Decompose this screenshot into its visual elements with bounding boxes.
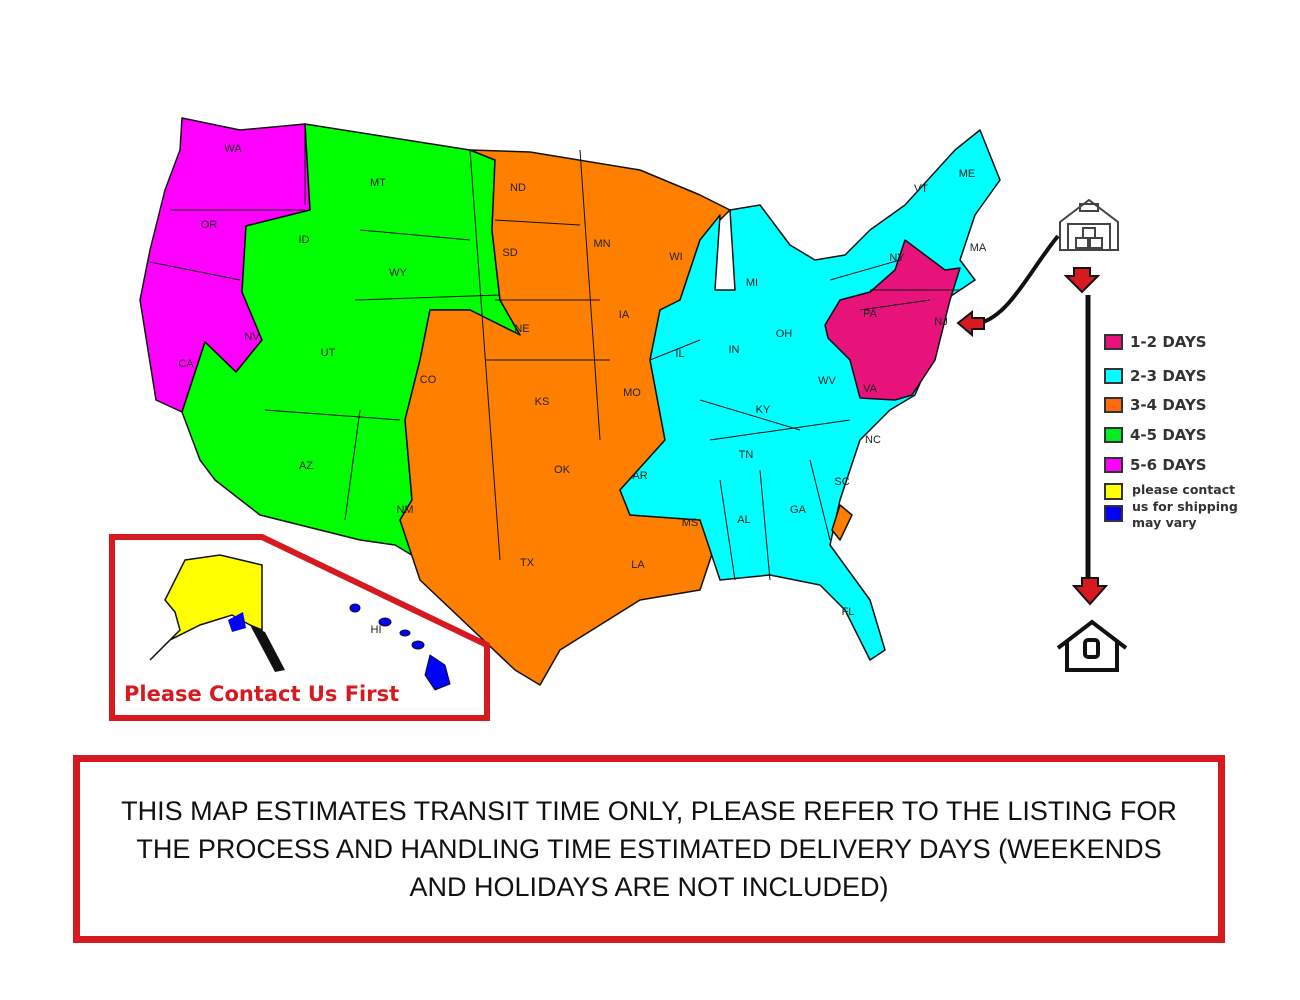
legend-item: 2-3 DAYS: [1104, 361, 1294, 391]
state-label-mt: MT: [370, 177, 386, 189]
state-label-ky: KY: [756, 404, 771, 416]
legend-swatch-yellow: [1104, 483, 1123, 500]
arrow-left-icon: [956, 309, 985, 338]
state-label-ut: UT: [321, 347, 336, 359]
inset-frame: [109, 534, 490, 721]
state-label-ms: MS: [682, 517, 699, 529]
state-label-ar: AR: [632, 470, 647, 482]
legend-label: 3-4 DAYS: [1130, 396, 1207, 414]
legend-contact-swatches: [1104, 483, 1124, 522]
legend-note-line: may vary: [1132, 515, 1197, 530]
state-label-mi: MI: [746, 277, 758, 289]
state-label-ny: NY: [889, 252, 905, 264]
state-label-tx: TX: [520, 557, 535, 569]
arrow-down-icon: [1071, 577, 1109, 606]
state-label-nj: NJ: [934, 316, 947, 328]
legend-swatch: [1104, 368, 1123, 384]
zone-3-4-days-sc-coast: [831, 504, 853, 541]
alaska-panhandle: [250, 625, 285, 672]
state-label-ga: GA: [790, 504, 807, 516]
legend-item: 1-2 DAYS: [1104, 327, 1294, 357]
state-label-nv: NV: [244, 331, 260, 343]
state-label-mn: MN: [593, 238, 610, 250]
legend-swatch: [1104, 334, 1123, 350]
legend-label: 2-3 DAYS: [1130, 367, 1207, 385]
state-label-nm: NM: [396, 504, 413, 516]
state-label-nc: NC: [865, 434, 881, 446]
legend-item: 5-6 DAYS: [1104, 450, 1294, 480]
state-label-pa: PA: [863, 308, 878, 320]
route-curve: [979, 234, 1060, 325]
state-borders: [149, 124, 960, 581]
state-label-co: CO: [420, 374, 437, 386]
legend-swatch: [1104, 427, 1123, 443]
legend-item: 3-4 DAYS: [1104, 390, 1294, 420]
state-label-il: IL: [675, 348, 684, 360]
legend-label: 5-6 DAYS: [1130, 456, 1207, 474]
state-label-sc: SC: [834, 476, 849, 488]
state-label-or: OR: [201, 219, 218, 231]
state-label-wv: WV: [818, 375, 836, 387]
house-icon: [1056, 619, 1128, 672]
legend-swatch: [1104, 397, 1123, 413]
arrow-down-icon: [1063, 267, 1101, 294]
state-label-mo: MO: [623, 387, 641, 399]
state-label-sd: SD: [502, 247, 517, 259]
state-label-wi: WI: [669, 251, 682, 263]
state-label-wa: WA: [224, 143, 242, 155]
alaska-blue-region: [228, 612, 246, 632]
state-label-ok: OK: [554, 464, 571, 476]
state-label-az: AZ: [299, 460, 313, 472]
state-label-in: IN: [729, 344, 740, 356]
legend-label: 4-5 DAYS: [1130, 426, 1207, 444]
state-label-ma: MA: [970, 242, 987, 254]
state-label-oh: OH: [776, 328, 793, 340]
zone-1-2-days: [824, 239, 961, 401]
transit-notice-box: THIS MAP ESTIMATES TRANSIT TIME ONLY, PL…: [73, 755, 1225, 943]
hawaii-shape: [349, 603, 451, 691]
inset-contact-label: Please Contact Us First: [124, 682, 400, 706]
state-label-ca: CA: [178, 358, 194, 370]
state-label-fl: FL: [842, 606, 855, 618]
state-label-hi: HI: [371, 624, 382, 636]
state-label-tn: TN: [739, 449, 754, 461]
legend-note-line: us for shipping: [1132, 498, 1238, 514]
legend: 1-2 DAYS 2-3 DAYS 3-4 DAYS 4-5 DAYS 5-6 DAYS: [1104, 332, 1294, 482]
warehouse-icon: [1059, 198, 1119, 251]
state-label-me: ME: [959, 168, 976, 180]
alaska-shape: [149, 554, 263, 661]
legend-note-line: please contact: [1132, 482, 1236, 497]
state-label-va: VA: [863, 383, 878, 395]
state-label-wy: WY: [389, 267, 407, 279]
state-label-la: LA: [631, 559, 645, 571]
legend-swatch-blue: [1104, 505, 1123, 522]
legend-swatch: [1104, 457, 1123, 473]
state-label-id: ID: [299, 234, 310, 246]
state-label-vt: VT: [914, 183, 928, 195]
route-graphic: [956, 198, 1128, 672]
state-label-al: AL: [737, 514, 750, 526]
legend-label: 1-2 DAYS: [1130, 333, 1207, 351]
transit-notice-text: THIS MAP ESTIMATES TRANSIT TIME ONLY, PL…: [121, 796, 1177, 902]
legend-item: 4-5 DAYS: [1104, 420, 1294, 450]
legend-contact-note: please contact us for shipping may vary: [1132, 482, 1292, 532]
state-label-nd: ND: [510, 182, 526, 194]
state-label-ks: KS: [535, 396, 550, 408]
state-label-ia: IA: [619, 309, 630, 321]
state-label-ne: NE: [514, 323, 529, 335]
alaska-hawaii-inset: [109, 534, 490, 721]
